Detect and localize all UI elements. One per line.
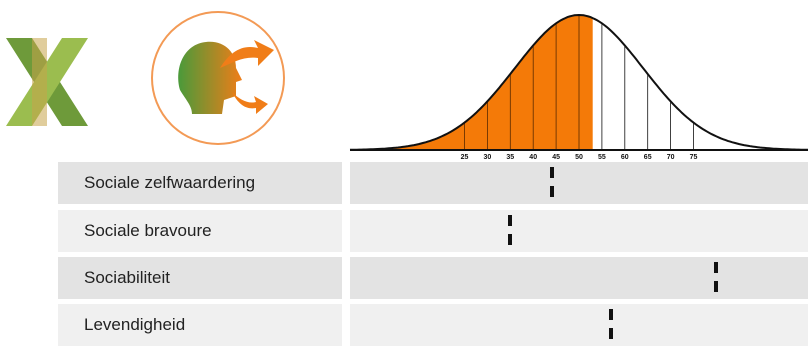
x-tick-label: 50: [575, 154, 583, 161]
scale-row: Sociabiliteit: [0, 257, 808, 299]
row-bar: [350, 257, 808, 299]
x-tick-labels: 25 30 35 40 45 50 55 60 65 70 75: [461, 154, 698, 161]
x-tick-label: 30: [484, 154, 492, 161]
score-marker: [714, 257, 719, 299]
score-marker: [609, 304, 614, 346]
marker-dash: [549, 167, 554, 178]
x-tick-label: 55: [598, 154, 606, 161]
x-tick-label: 40: [529, 154, 537, 161]
marker-dash: [609, 309, 614, 320]
score-marker: [549, 162, 554, 204]
x-tick-label: 45: [552, 154, 560, 161]
scale-row: Levendigheid: [0, 304, 808, 346]
marker-dash: [714, 281, 719, 292]
x-tick-label: 25: [461, 154, 469, 161]
row-label: Levendigheid: [58, 304, 342, 346]
head-arrows-icon: [151, 11, 285, 145]
marker-dash: [609, 328, 614, 339]
x-tick-label: 75: [690, 154, 698, 161]
marker-dash: [508, 215, 513, 226]
shaded-area: [350, 15, 593, 150]
grid-lines: [464, 15, 694, 150]
row-label: Sociale bravoure: [58, 210, 342, 252]
row-bar: [350, 162, 808, 204]
marker-dash: [549, 186, 554, 197]
x-tick-label: 65: [644, 154, 652, 161]
distribution-chart: 25 30 35 40 45 50 55 60 65 70 75: [349, 13, 808, 161]
row-bar: [350, 304, 808, 346]
scale-row: Sociale bravoure: [0, 210, 808, 252]
row-label: Sociabiliteit: [58, 257, 342, 299]
scale-row: Sociale zelfwaardering: [0, 162, 808, 204]
x-tick-label: 70: [667, 154, 675, 161]
marker-dash: [714, 262, 719, 273]
row-bar: [350, 210, 808, 252]
bell-curve-line: [349, 13, 808, 151]
row-label: Sociale zelfwaardering: [58, 162, 342, 204]
x-tick-label: 35: [506, 154, 514, 161]
marker-dash: [508, 234, 513, 245]
score-marker: [508, 210, 513, 252]
x-logo-icon: [6, 38, 88, 126]
x-tick-label: 60: [621, 154, 629, 161]
